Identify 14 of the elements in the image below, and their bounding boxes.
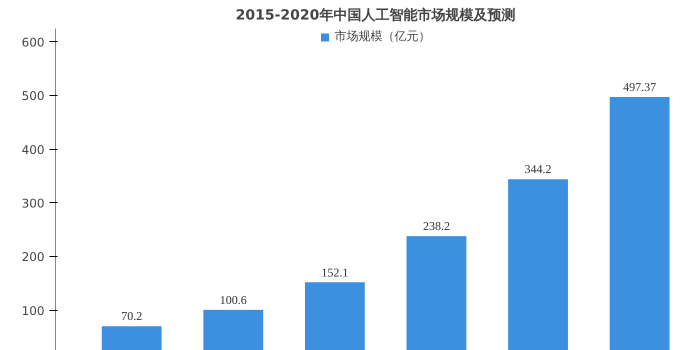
chart-title: 2015-2020年中国人工智能市场规模及预测 bbox=[236, 6, 516, 24]
y-tick-label: 500 bbox=[22, 89, 44, 104]
data-label: 238.2 bbox=[422, 219, 450, 234]
data-label: 70.2 bbox=[121, 309, 142, 324]
y-tick-label: 300 bbox=[22, 196, 44, 210]
data-label: 152.1 bbox=[321, 265, 348, 280]
y-tick-label: 400 bbox=[22, 142, 44, 157]
y-tick-label: 200 bbox=[22, 250, 44, 264]
y-tick-label: 600 bbox=[22, 35, 44, 50]
legend-label: 市场规模（亿元） bbox=[334, 28, 430, 45]
y-tick-label: 100 bbox=[22, 304, 44, 318]
data-label: 100.6 bbox=[220, 292, 247, 307]
data-label: 344.2 bbox=[524, 162, 552, 176]
data-label: 497.37 bbox=[623, 80, 656, 94]
